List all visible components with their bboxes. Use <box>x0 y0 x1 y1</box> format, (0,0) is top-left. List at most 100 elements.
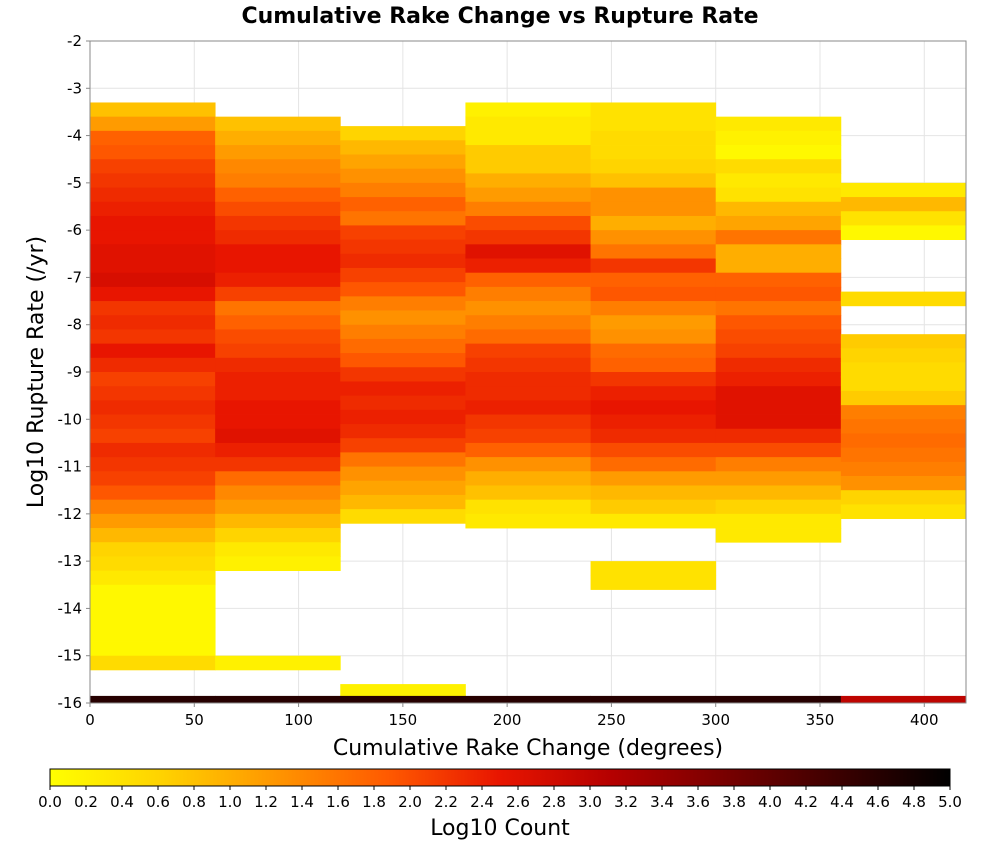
heatmap-cell <box>90 499 216 515</box>
heatmap-cell <box>465 695 591 703</box>
y-tick-label: -2 <box>67 32 82 50</box>
x-tick-label: 250 <box>597 711 626 729</box>
heatmap-cell <box>340 154 466 170</box>
colorbar-tick-label: 0.8 <box>182 793 206 811</box>
heatmap-cell <box>340 296 466 311</box>
heatmap-cell <box>840 291 967 307</box>
heatmap-cell <box>715 400 842 415</box>
heatmap-cell <box>90 272 216 288</box>
y-axis-label: Log10 Rupture Rate (/yr) <box>24 236 49 508</box>
colorbar-tick-label: 1.0 <box>218 793 242 811</box>
heatmap-cell <box>465 201 591 217</box>
heatmap-cell <box>465 258 591 274</box>
colorbar-tick-label: 5.0 <box>938 793 962 811</box>
heatmap-cell <box>215 315 341 330</box>
heatmap-cell <box>715 357 842 373</box>
colorbar <box>49 768 951 787</box>
heatmap-cell <box>715 499 842 515</box>
heatmap-cell <box>590 357 717 373</box>
heatmap-cell <box>465 116 591 132</box>
heatmap-cell <box>715 343 842 359</box>
heatmap-cell <box>465 102 591 118</box>
x-axis-ticks: 0 50 100 150 200 250 300 350 400 <box>85 703 939 729</box>
heatmap-cell <box>90 145 216 160</box>
heatmap-cell <box>90 442 216 458</box>
heatmap-cell <box>90 641 216 657</box>
heatmap-cell <box>715 485 842 501</box>
heatmap-cell <box>590 329 717 345</box>
heatmap-cell <box>340 253 466 269</box>
heatmap-cell <box>590 428 717 444</box>
heatmap-cell <box>215 187 341 203</box>
heatmap-cell <box>90 485 216 501</box>
heatmap-cell <box>590 301 717 316</box>
heatmap-cell <box>465 272 591 288</box>
x-tick-label: 400 <box>910 711 939 729</box>
heatmap-cell <box>90 230 216 245</box>
heatmap-cell <box>840 197 967 212</box>
heatmap-cell <box>590 145 717 160</box>
heatmap-cell <box>90 570 216 586</box>
heatmap-cell <box>90 201 216 217</box>
colorbar-tick-label: 0.0 <box>38 793 62 811</box>
heatmap-cell <box>340 140 466 155</box>
colorbar-tick-label: 1.2 <box>254 793 278 811</box>
colorbar-tick-label: 3.4 <box>650 793 674 811</box>
heatmap-cell <box>90 655 216 671</box>
heatmap-cell <box>590 695 717 703</box>
heatmap-cell <box>590 386 717 401</box>
heatmap-cell <box>90 428 216 444</box>
heatmap-cell <box>340 509 466 524</box>
heatmap-cell <box>340 695 466 703</box>
colorbar-tick-label: 4.0 <box>758 793 782 811</box>
heatmap-cell <box>465 244 591 259</box>
heatmap-cell <box>465 343 591 359</box>
heatmap-cell <box>590 244 717 259</box>
heatmap-cell <box>90 315 216 330</box>
heatmap-cell <box>90 357 216 373</box>
heatmap-cell <box>215 442 341 458</box>
heatmap-cell <box>465 457 591 472</box>
heatmap-cell <box>215 528 341 543</box>
heatmap-cell <box>590 372 717 387</box>
heatmap-cell <box>215 159 341 174</box>
heatmap-cell <box>340 338 466 354</box>
heatmap-cell <box>215 258 341 274</box>
heatmap-cell <box>840 348 967 363</box>
colorbar-tick-label: 4.8 <box>902 793 926 811</box>
heatmap-cell <box>715 187 842 203</box>
heatmap-cell <box>840 490 967 505</box>
chart-title: Cumulative Rake Change vs Rupture Rate <box>241 4 758 29</box>
heatmap-cell <box>590 230 717 245</box>
heatmap-cell <box>465 513 591 529</box>
heatmap-cell <box>590 575 717 590</box>
heatmap-cell <box>465 145 591 160</box>
colorbar-tick-label: 1.4 <box>290 793 314 811</box>
heatmap-cell <box>90 343 216 359</box>
heatmap-cell <box>340 395 466 411</box>
heatmap-cell <box>465 442 591 458</box>
heatmap-cell <box>340 353 466 368</box>
heatmap-cell <box>715 442 842 458</box>
heatmap-cell <box>465 159 591 174</box>
heatmap-cell <box>840 405 967 420</box>
heatmap-cell <box>715 386 842 401</box>
heatmap-cell <box>215 357 341 373</box>
colorbar-tick-label: 2.6 <box>506 793 530 811</box>
y-tick-label: -4 <box>67 127 82 145</box>
heatmap-cell <box>340 197 466 212</box>
heatmap-cell <box>215 542 341 557</box>
y-tick-label: -13 <box>58 552 83 570</box>
x-tick-label: 150 <box>389 711 418 729</box>
heatmap-cell <box>840 225 967 240</box>
y-tick-label: -14 <box>58 599 83 617</box>
heatmap-cell <box>90 116 216 132</box>
heatmap-cell <box>215 343 341 359</box>
heatmap-cell <box>90 286 216 302</box>
heatmap-cell <box>90 130 216 146</box>
heatmap-cell <box>465 130 591 146</box>
heatmap-cell <box>840 476 967 491</box>
heatmap-cell <box>340 324 466 340</box>
colorbar-tick-label: 4.4 <box>830 793 854 811</box>
heatmap-cell <box>90 414 216 430</box>
